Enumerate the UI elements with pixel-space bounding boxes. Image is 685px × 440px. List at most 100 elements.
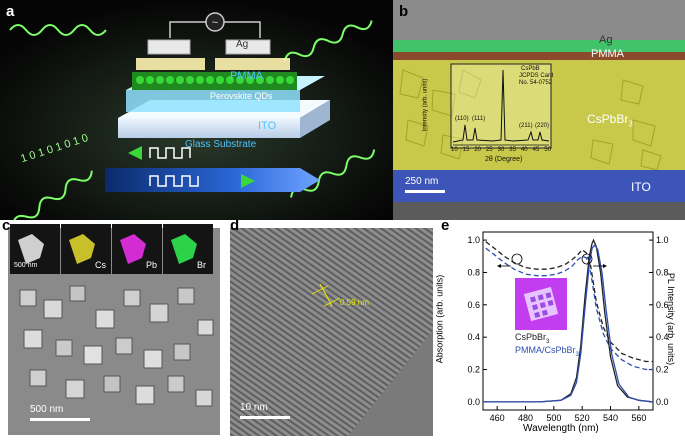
br-map-particles <box>171 234 197 264</box>
ac-source-icon <box>205 12 225 32</box>
ito-layer <box>126 90 300 112</box>
inset-peak-110: (110) <box>455 116 469 122</box>
scale-bar <box>30 418 90 421</box>
inset-xtick: 40 <box>520 147 528 153</box>
y2-axis-label: PL Intensity (arb. units) <box>666 272 677 366</box>
inset-xtick: 50 <box>544 147 551 153</box>
y-tick-label: 1.0 <box>467 235 480 245</box>
layer-label-cspbbr3: CsPbBr3 <box>587 112 633 128</box>
scale-bar-label: 250 nm <box>405 176 439 187</box>
hrtem-image-d <box>230 228 433 436</box>
map-scale-label: 500 nm <box>14 262 38 269</box>
series-line-absorption-0 <box>485 241 653 363</box>
scale-bar-label: 10 nm <box>240 402 268 413</box>
inset-ylabel: Intensity (arb. units) <box>422 78 429 132</box>
x-ticks: 460 480 500 520 540 560 <box>490 406 646 423</box>
inset-legend-1: CsPbB <box>521 66 540 72</box>
panel-c: c Cs Pb Br 500 nm 500 nm <box>0 220 228 440</box>
plot-frame <box>482 231 654 411</box>
y2-tick-label: 0.0 <box>656 397 669 407</box>
panel-label: b <box>399 3 409 20</box>
panel-label: e <box>441 220 450 234</box>
series-line-pl-2 <box>483 238 654 403</box>
left-axis-arrow-head <box>497 264 501 268</box>
series-group <box>483 238 654 403</box>
series-line-absorption-1 <box>485 247 653 371</box>
series-line-pl-3 <box>483 243 654 403</box>
inset-xtick: 25 <box>485 147 493 153</box>
perovskite-qds-layer <box>132 72 297 90</box>
legend-text: CsPbBr <box>515 332 547 342</box>
right-axis-arrow-head <box>603 264 607 268</box>
inset-xtick: 30 <box>497 147 505 153</box>
inset-xlabel: 2θ (Degree) <box>485 156 523 163</box>
signal-arrow <box>105 168 320 192</box>
amorphous-region <box>348 330 433 436</box>
sem-cross-section <box>393 0 685 220</box>
inset-legend-2: JCPDS Card <box>519 73 554 79</box>
panel-label: c <box>2 220 11 234</box>
measurement-line <box>319 283 333 307</box>
xrd-inset <box>450 63 552 149</box>
ag-region <box>393 0 685 40</box>
pb-map-particles <box>120 234 146 264</box>
map-label-cs: Cs <box>95 260 106 270</box>
device-pixels <box>529 292 554 318</box>
panel-label: a <box>6 3 15 20</box>
legend-subscript: 3 <box>546 338 550 345</box>
inset-xtick: 35 <box>509 147 516 153</box>
tem-image-c <box>8 224 220 435</box>
cspbbr3-region <box>393 60 685 170</box>
light-wave <box>290 149 376 198</box>
x-tick-label: 520 <box>575 413 590 423</box>
x-tick-label: 480 <box>518 413 533 423</box>
y2-ticks: 0.0 0.2 0.4 0.6 0.8 1.0 <box>649 235 669 407</box>
inset-xtick: 20 <box>474 147 481 153</box>
compound-subscript: 3 <box>628 119 633 129</box>
y2-tick-label: 0.4 <box>656 332 669 342</box>
inset-xtick: 15 <box>462 147 470 153</box>
y2-tick-label: 0.2 <box>656 365 669 375</box>
inset-xtick: 10 <box>451 147 458 153</box>
ag-contact-right <box>225 39 271 55</box>
layer-label-ito: ITO <box>258 120 277 132</box>
panel-b: b Ag PMMA CsPbBr3 ITO 250 nm CsPbB JCPDS… <box>393 0 685 220</box>
y-tick-label: 0.2 <box>467 365 480 375</box>
y-tick-label: 0.0 <box>467 397 480 407</box>
y-axis-label: Absorption (arb. units) <box>435 274 445 364</box>
panel-label: d <box>230 220 240 234</box>
glass-substrate-side <box>300 100 330 138</box>
ac-symbol: ~ <box>212 17 218 29</box>
left-axis-indicator-icon <box>511 253 523 265</box>
layer-label-ag: Ag <box>599 34 613 46</box>
map-particles <box>18 234 44 264</box>
x-tick-label: 500 <box>546 413 561 423</box>
light-wave <box>12 170 93 220</box>
scale-bar <box>405 190 445 193</box>
measurement-tick <box>311 285 329 295</box>
x-tick-label: 560 <box>631 413 646 423</box>
substrate-region <box>393 202 685 220</box>
panel-d: d 0.59 nm 10 nm <box>228 220 435 440</box>
diode-icon-left <box>128 146 142 160</box>
compound-name: CsPbBr <box>587 112 629 126</box>
grain-texture <box>399 69 662 171</box>
legend-text: PMMA/CsPbBr <box>515 345 576 355</box>
scale-bar <box>240 416 290 419</box>
light-wave <box>283 20 373 62</box>
layer-label-glass: Glass Substrate <box>185 139 257 150</box>
y2-tick-label: 1.0 <box>656 235 669 245</box>
device-schematic: 1 0 1 0 1 0 1 0 ~ <box>0 0 393 220</box>
interface-region <box>393 52 685 60</box>
scale-bar-label: 500 nm <box>30 404 64 415</box>
map-label-pb: Pb <box>146 260 158 270</box>
right-axis-indicator-icon <box>581 253 593 265</box>
y-tick-label: 0.6 <box>467 300 480 310</box>
y2-tick-label: 0.8 <box>656 267 669 277</box>
y-tick-label: 0.4 <box>467 332 480 342</box>
inset-peak-220: (220) <box>535 123 550 129</box>
layer-label-pmma: PMMA <box>591 48 624 60</box>
inset-peak-211: (211) <box>519 123 533 129</box>
ito-region <box>393 170 685 202</box>
absorption-pl-chart: 460 480 500 520 540 560 0.0 0.2 0.4 0.6 0.8 1.0 0.… <box>467 231 669 423</box>
